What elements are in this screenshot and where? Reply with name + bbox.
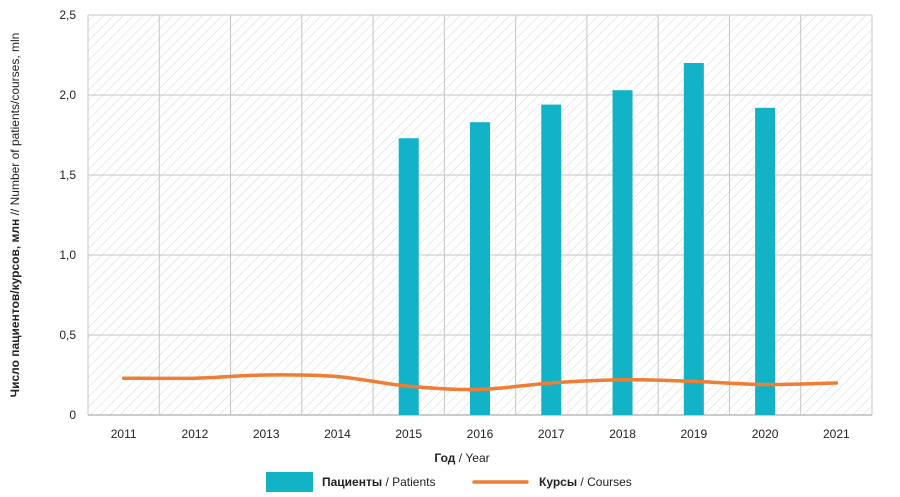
y-axis-separator: // <box>8 205 22 218</box>
x-axis-separator: / <box>455 451 465 465</box>
legend: Пациенты / Patients Курсы / Courses <box>266 472 632 492</box>
y-tick-label: 0 <box>69 408 76 422</box>
legend-courses-bold: Курсы <box>539 475 577 489</box>
x-axis-title-light: Year <box>465 451 489 465</box>
x-axis-ticks: 2011 2012 2013 2014 2015 2016 2017 2018 2019 2020… <box>111 427 850 441</box>
point-courses-2015 <box>407 384 411 388</box>
bar-patients-2018 <box>612 90 633 415</box>
x-tick-label: 2019 <box>680 427 707 441</box>
x-tick-label: 2016 <box>467 427 494 441</box>
x-tick-label: 2011 <box>111 427 137 441</box>
point-courses-2017 <box>549 381 553 385</box>
legend-label-courses: Курсы / Courses <box>539 475 632 489</box>
legend-label-patients: Пациенты / Patients <box>322 475 435 489</box>
y-axis-title-bold: Число пациентов/курсов, млн <box>8 219 22 398</box>
y-axis-title: Число пациентов/курсов, млн // Number of… <box>8 33 22 398</box>
point-courses-2021 <box>834 381 838 385</box>
y-tick-label: 2,5 <box>59 8 76 22</box>
legend-patients-bold: Пациенты <box>322 475 382 489</box>
legend-patients-separator: / <box>382 475 392 489</box>
bar-patients-2020 <box>755 107 776 416</box>
x-tick-label: 2012 <box>182 427 209 441</box>
x-tick-label: 2018 <box>609 427 636 441</box>
x-tick-label: 2021 <box>823 427 850 441</box>
point-courses-2019 <box>692 379 696 383</box>
x-axis-title: Год / Year <box>434 451 489 465</box>
legend-swatch-patients <box>266 472 313 492</box>
bars <box>398 63 776 416</box>
y-tick-label: 0,5 <box>59 328 76 342</box>
point-courses-2020 <box>763 383 767 387</box>
legend-patients-light: Patients <box>392 475 435 489</box>
x-axis-title-bold: Год <box>434 451 455 465</box>
point-courses-2012 <box>193 376 197 380</box>
bar-patients-2015 <box>398 138 419 415</box>
x-tick-label: 2013 <box>253 427 280 441</box>
y-tick-label: 1,5 <box>59 168 76 182</box>
x-tick-label: 2015 <box>395 427 422 441</box>
point-courses-2013 <box>264 373 268 377</box>
y-axis-ticks: 0 0,5 1,0 1,5 2,0 2,5 <box>59 8 76 422</box>
point-courses-2011 <box>122 376 126 380</box>
bar-patients-2017 <box>541 104 562 415</box>
y-tick-label: 2,0 <box>59 88 76 102</box>
point-courses-2018 <box>621 378 625 382</box>
legend-courses-separator: / <box>577 475 587 489</box>
bar-patients-2016 <box>470 122 490 415</box>
point-courses-2014 <box>335 375 339 379</box>
line-series <box>121 373 839 392</box>
point-courses-2016 <box>478 387 482 391</box>
bar-patients-2019 <box>683 63 704 415</box>
legend-courses-light: Courses <box>587 475 632 489</box>
x-tick-label: 2017 <box>538 427 565 441</box>
x-tick-label: 2014 <box>324 427 351 441</box>
x-tick-label: 2020 <box>752 427 779 441</box>
y-axis-title-light: Number of patients/courses, mln <box>8 33 22 206</box>
y-tick-label: 1,0 <box>59 248 76 262</box>
